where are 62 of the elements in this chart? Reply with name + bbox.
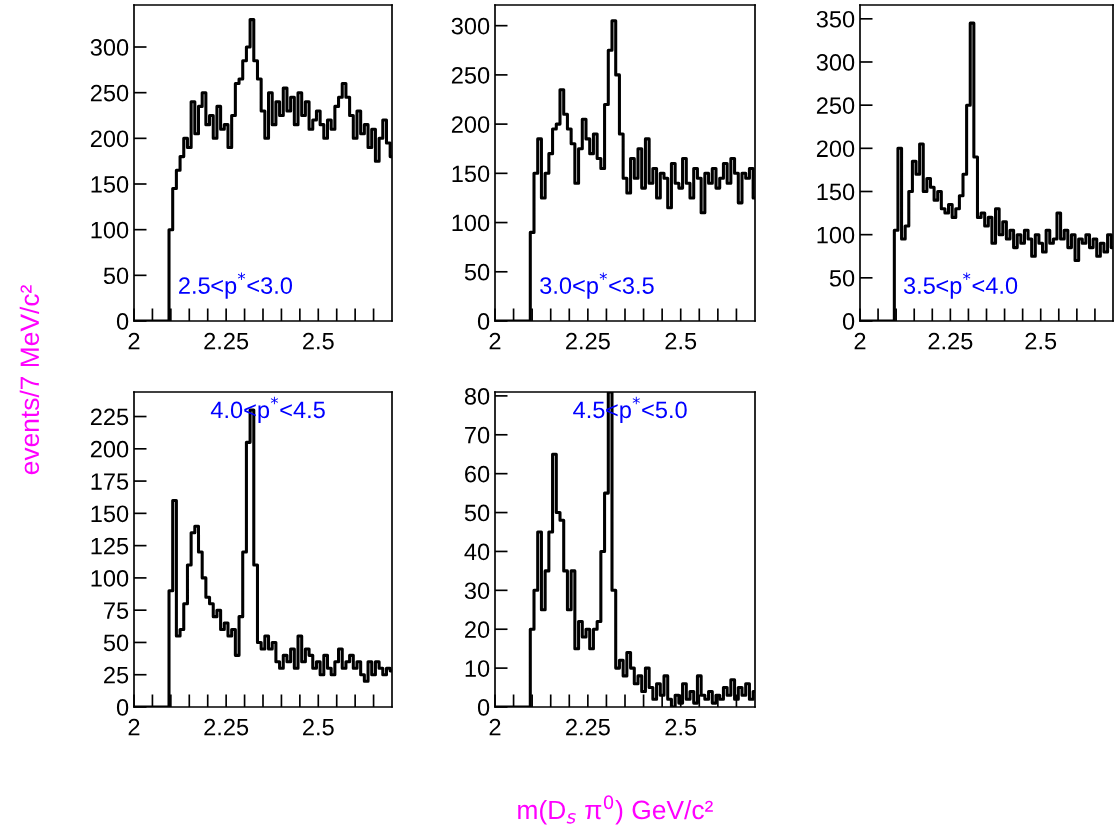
- y-tick-label: 30: [464, 582, 490, 600]
- x-tick-label: 2: [128, 718, 140, 736]
- x-tick-label: 2: [489, 718, 501, 736]
- x-tick-label: 2: [489, 332, 501, 350]
- y-tick-label: 50: [103, 634, 129, 652]
- y-tick-label: 350: [816, 10, 855, 28]
- x-tick-label: 2.5: [303, 332, 334, 350]
- y-tick-label: 0: [842, 313, 855, 330]
- y-tick-label: 250: [816, 97, 855, 114]
- x-axis-title: m(D$_{s}$ π$^{0}$) GeV/c²: [518, 795, 713, 825]
- x-tick-label: 2.25: [204, 718, 249, 736]
- x-tick-label: 2.25: [928, 332, 973, 350]
- y-tick-label: 100: [452, 214, 490, 232]
- y-tick-label: 250: [451, 66, 490, 84]
- y-tick-label: 0: [477, 313, 490, 330]
- y-tick-label: 50: [464, 504, 490, 522]
- y-tick-label: 75: [104, 602, 129, 619]
- y-tick-label: 125: [91, 537, 129, 555]
- x-tick-label: 2.5: [1025, 332, 1057, 350]
- x-tick-label: 2: [854, 332, 866, 350]
- y-tick-label: 50: [829, 269, 855, 287]
- y-tick-label: 100: [91, 569, 129, 587]
- y-tick-label: 80: [464, 387, 490, 405]
- y-tick-label: 40: [464, 543, 490, 561]
- y-axis-title: events/7 MeV/c²: [19, 285, 40, 475]
- y-tick-label: 50: [464, 263, 490, 281]
- annotation: 4.0<p$^{*}$<4.5: [210, 396, 325, 423]
- y-tick-label: 25: [104, 666, 129, 684]
- y-tick-label: 250: [90, 84, 129, 102]
- y-tick-label: 300: [90, 39, 129, 56]
- annotation: 3.5<p$^{*}$<4.0: [903, 272, 1018, 299]
- y-tick-label: 300: [451, 17, 490, 35]
- y-tick-label: 10: [465, 660, 490, 677]
- y-tick-label: 50: [103, 267, 129, 285]
- y-tick-label: 100: [817, 226, 855, 244]
- x-tick-label: 2.5: [303, 718, 334, 736]
- y-tick-label: 200: [90, 130, 129, 148]
- y-tick-label: 150: [91, 505, 129, 523]
- y-tick-label: 225: [90, 408, 129, 426]
- x-tick-label: 2.25: [204, 332, 249, 350]
- y-tick-label: 200: [90, 440, 129, 458]
- y-tick-label: 100: [91, 221, 129, 239]
- y-tick-label: 150: [452, 165, 490, 183]
- x-tick-label: 2.25: [566, 332, 610, 350]
- y-tick-label: 150: [91, 176, 129, 193]
- y-tick-label: 300: [816, 54, 855, 71]
- y-tick-label: 200: [451, 116, 490, 133]
- x-tick-label: 2.5: [665, 718, 697, 736]
- y-tick-label: 0: [116, 313, 129, 330]
- y-tick-label: 60: [465, 465, 490, 483]
- y-tick-label: 20: [465, 621, 490, 639]
- y-tick-label: 200: [816, 140, 855, 158]
- y-tick-label: 175: [91, 473, 129, 490]
- y-tick-label: 0: [116, 699, 129, 716]
- x-tick-label: 2: [128, 332, 140, 350]
- y-tick-label: 70: [465, 426, 490, 444]
- annotation: 3.0<p$^{*}$<3.5: [540, 272, 654, 299]
- y-tick-label: 150: [817, 183, 855, 201]
- annotation: 2.5<p$^{*}$<3.0: [179, 272, 293, 299]
- x-tick-label: 2.5: [665, 332, 697, 350]
- x-tick-label: 2.25: [566, 718, 610, 736]
- y-tick-label: 0: [477, 699, 490, 716]
